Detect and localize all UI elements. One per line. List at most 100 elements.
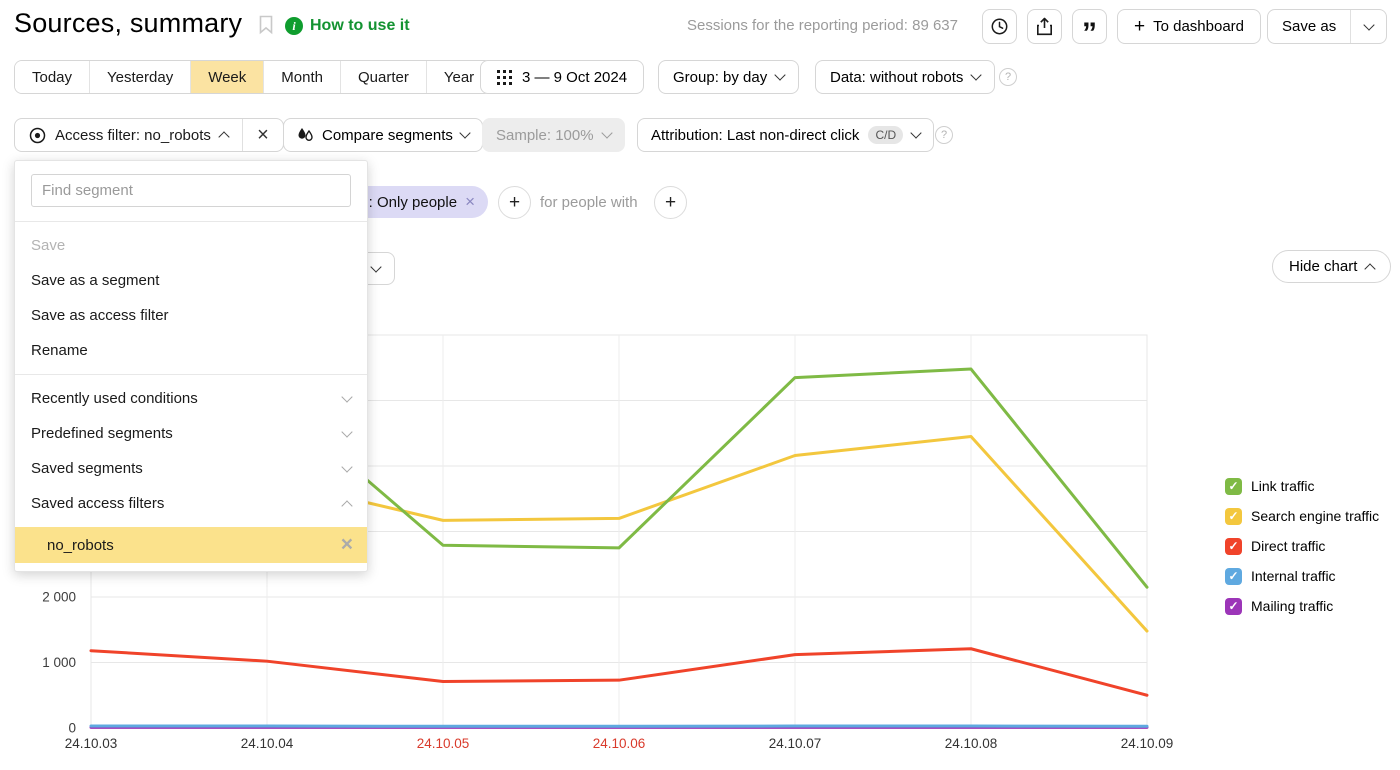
access-filter-clear-button[interactable]: × <box>242 119 283 151</box>
date-range-label: 3 — 9 Oct 2024 <box>522 69 627 86</box>
sample-label: Sample: 100% <box>496 127 594 144</box>
saved-filter-no-robots[interactable]: no_robots × <box>15 527 367 563</box>
close-icon[interactable]: × <box>465 192 475 212</box>
chevron-up-icon <box>341 500 352 511</box>
hide-chart-button[interactable]: Hide chart <box>1272 250 1391 283</box>
quotes-icon: ” <box>1082 29 1097 39</box>
bookmark-icon[interactable] <box>258 15 274 40</box>
chevron-down-icon <box>601 127 612 138</box>
chevron-down-icon <box>341 391 352 402</box>
saved-filter-label: no_robots <box>47 537 114 554</box>
period-tab-quarter[interactable]: Quarter <box>340 61 426 93</box>
legend-item-direct-traffic[interactable]: ✓ Direct traffic <box>1225 531 1379 561</box>
group-by-select[interactable]: Group: by day <box>658 60 799 94</box>
export-icon <box>1036 17 1053 36</box>
how-to-use-link[interactable]: i How to use it <box>285 17 410 35</box>
sessions-summary-text: Sessions for the reporting period: 89 63… <box>687 17 958 34</box>
for-people-with-label: for people with <box>540 186 638 218</box>
data-mode-select[interactable]: Data: without robots <box>815 60 995 94</box>
legend-item-internal-traffic[interactable]: ✓ Internal traffic <box>1225 561 1379 591</box>
menu-item-rename[interactable]: Rename <box>15 333 367 368</box>
delete-filter-icon[interactable]: × <box>341 533 353 557</box>
menu-item-save: Save <box>15 228 367 263</box>
x-tick-label: 24.10.09 <box>1121 736 1174 751</box>
period-tab-yesterday[interactable]: Yesterday <box>89 61 190 93</box>
legend-label: Direct traffic <box>1251 538 1325 554</box>
legend-label: Internal traffic <box>1251 568 1336 584</box>
menu-group-saved-access-filters[interactable]: Saved access filters <box>15 486 367 521</box>
condition-tag-label: : Only people <box>369 194 457 211</box>
menu-item-save-as-access-filter[interactable]: Save as access filter <box>15 298 367 333</box>
check-icon: ✓ <box>1225 478 1242 495</box>
period-tab-week[interactable]: Week <box>190 61 263 93</box>
help-icon[interactable]: ? <box>999 68 1017 86</box>
compare-segments-button[interactable]: Compare segments <box>283 118 483 152</box>
group-by-label: Group: by day <box>673 69 767 86</box>
target-icon <box>29 127 46 144</box>
save-as-menu-toggle[interactable] <box>1350 10 1386 43</box>
date-range-button[interactable]: 3 — 9 Oct 2024 <box>480 60 644 94</box>
find-segment-input[interactable] <box>31 174 351 207</box>
check-icon: ✓ <box>1225 598 1242 615</box>
time-icon <box>990 17 1009 36</box>
sample-select[interactable]: Sample: 100% <box>482 118 625 152</box>
attribution-select[interactable]: Attribution: Last non-direct click C/D <box>637 118 934 152</box>
history-button[interactable] <box>982 9 1017 44</box>
y-tick-label: 2 000 <box>42 590 76 605</box>
menu-group-recently-used-conditions[interactable]: Recently used conditions <box>15 381 367 416</box>
x-tick-label: 24.10.08 <box>945 736 998 751</box>
legend-item-link-traffic[interactable]: ✓ Link traffic <box>1225 471 1379 501</box>
legend-label: Mailing traffic <box>1251 598 1333 614</box>
chevron-down-icon <box>910 127 921 138</box>
comments-button[interactable]: ” <box>1072 9 1107 44</box>
check-icon: ✓ <box>1225 508 1242 525</box>
access-filter-label: Access filter: no_robots <box>55 127 211 144</box>
menu-item-save-as-a-segment[interactable]: Save as a segment <box>15 263 367 298</box>
chevron-down-icon <box>459 127 470 138</box>
access-filter-button[interactable]: Access filter: no_robots <box>15 119 242 151</box>
legend-label: Search engine traffic <box>1251 508 1379 524</box>
chevron-down-icon <box>1363 19 1374 30</box>
attribution-label: Attribution: Last non-direct click <box>651 127 859 144</box>
check-icon: ✓ <box>1225 538 1242 555</box>
data-mode-label: Data: without robots <box>830 69 963 86</box>
period-tab-today[interactable]: Today <box>15 61 89 93</box>
x-tick-label: 24.10.05 <box>417 736 470 751</box>
add-people-condition-button[interactable]: + <box>654 186 687 219</box>
save-as-label: Save as <box>1268 10 1350 43</box>
y-tick-label: 1 000 <box>42 655 76 670</box>
menu-group-label: Saved access filters <box>31 495 164 512</box>
chevron-up-icon <box>218 131 229 142</box>
chart-legend: ✓ Link traffic ✓ Search engine traffic ✓ Dire… <box>1225 471 1379 621</box>
x-tick-label: 24.10.07 <box>769 736 822 751</box>
add-condition-button[interactable]: + <box>498 186 531 219</box>
export-button[interactable] <box>1027 9 1062 44</box>
chevron-down-icon <box>341 461 352 472</box>
menu-group-label: Saved segments <box>31 460 143 477</box>
chevron-down-icon <box>971 69 982 80</box>
to-dashboard-label: To dashboard <box>1153 18 1244 35</box>
legend-label: Link traffic <box>1251 478 1315 494</box>
check-icon: ✓ <box>1225 568 1242 585</box>
chevron-up-icon <box>1365 263 1376 274</box>
save-as-button[interactable]: Save as <box>1267 9 1387 44</box>
menu-group-saved-segments[interactable]: Saved segments <box>15 451 367 486</box>
saved-access-filter-list: no_robots × <box>15 527 367 563</box>
legend-item-mailing-traffic[interactable]: ✓ Mailing traffic <box>1225 591 1379 621</box>
drops-icon <box>297 127 314 143</box>
legend-item-search-engine-traffic[interactable]: ✓ Search engine traffic <box>1225 501 1379 531</box>
x-tick-label: 24.10.04 <box>241 736 294 751</box>
info-icon: i <box>285 17 303 35</box>
x-tick-label: 24.10.06 <box>593 736 646 751</box>
x-tick-label: 24.10.03 <box>65 736 118 751</box>
menu-group-predefined-segments[interactable]: Predefined segments <box>15 416 367 451</box>
help-icon[interactable]: ? <box>935 126 953 144</box>
to-dashboard-button[interactable]: + To dashboard <box>1117 9 1261 44</box>
hide-chart-label: Hide chart <box>1289 258 1357 275</box>
period-tab-month[interactable]: Month <box>263 61 340 93</box>
attribution-badge: C/D <box>868 126 903 144</box>
